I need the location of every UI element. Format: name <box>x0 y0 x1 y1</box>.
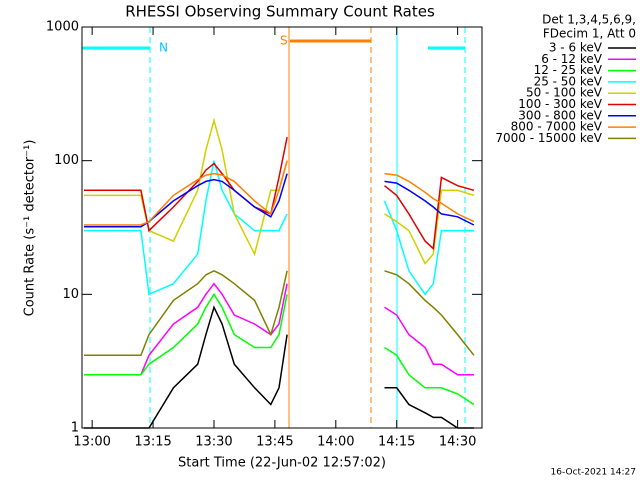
series-line <box>84 160 475 226</box>
plot-area <box>84 117 475 429</box>
y-tick-label: 100 <box>54 153 79 168</box>
legend-label: 25 - 50 keV <box>534 74 603 88</box>
x-tick-label: 14:30 <box>439 435 476 450</box>
plot-frame <box>81 26 483 429</box>
x-axis-label: Start Time (22-Jun-02 12:57:02) <box>178 456 386 471</box>
legend-label: 800 - 7000 keV <box>511 120 603 134</box>
x-tick-label: 14:15 <box>378 435 415 450</box>
series-line <box>84 305 474 429</box>
annotation: N <box>159 41 168 55</box>
legend-header: Det 1,3,4,5,6,9, <box>542 13 636 27</box>
y-axis-label: Count Rate (s⁻¹ detector⁻¹) <box>23 140 38 317</box>
legend-label: 6 - 12 keV <box>541 52 603 66</box>
series-line <box>84 173 475 228</box>
y-tick-label: 1 <box>71 421 79 436</box>
x-tick-label: 14:00 <box>317 435 354 450</box>
series-line <box>84 117 475 265</box>
y-tick-label: 10 <box>62 287 79 302</box>
legend-label: 100 - 300 keV <box>518 97 602 111</box>
series-line <box>84 269 475 357</box>
series-line <box>84 292 475 406</box>
legend-label: 7000 - 15000 keV <box>495 131 602 145</box>
legend-label: 50 - 100 keV <box>526 86 603 100</box>
y-tick-label: 1000 <box>46 20 79 35</box>
annotation: S <box>280 34 288 48</box>
x-tick-label: 13:15 <box>134 435 171 450</box>
chart-title: RHESSI Observing Summary Count Rates <box>125 3 435 21</box>
footer: 16-Oct-2021 14:27 <box>551 468 636 478</box>
series-line <box>84 136 475 251</box>
legend-label: 12 - 25 keV <box>534 63 603 77</box>
x-tick-label: 13:00 <box>73 435 110 450</box>
legend-label: 300 - 800 keV <box>518 108 602 122</box>
x-tick-label: 13:30 <box>195 435 232 450</box>
legend-label: 3 - 6 keV <box>549 41 603 55</box>
flags <box>81 27 466 428</box>
x-tick-label: 13:45 <box>256 435 293 450</box>
legend-header: FDecim 1, Att 0 <box>543 27 636 41</box>
series-line <box>84 282 474 376</box>
